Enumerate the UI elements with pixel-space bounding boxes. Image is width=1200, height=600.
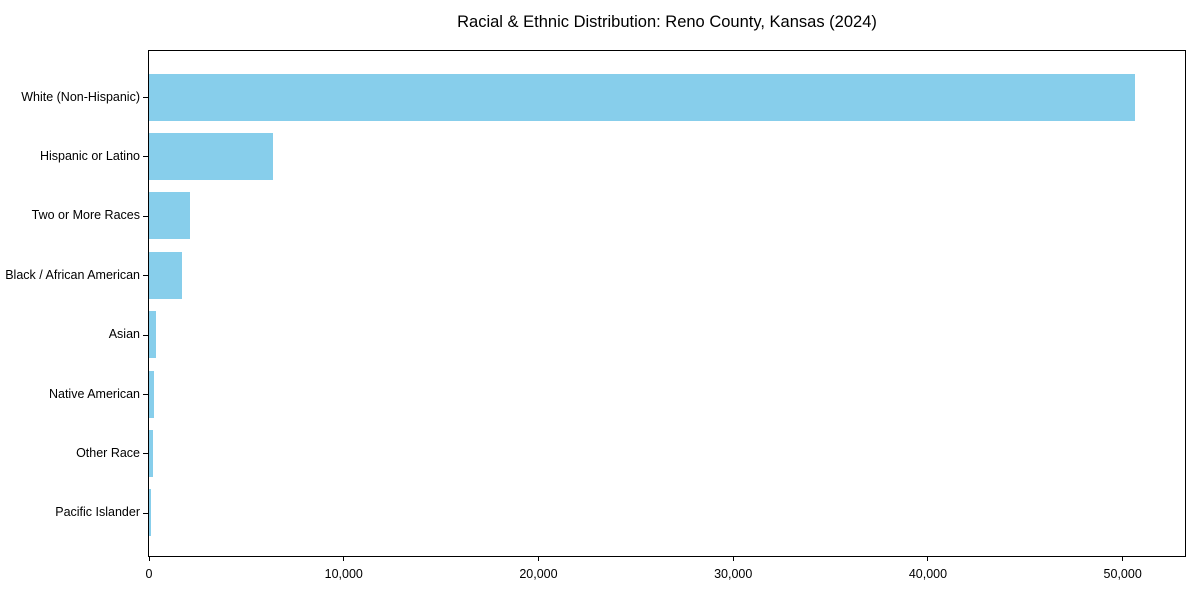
bar-other-race [149,429,153,477]
bar-white-non-hispanic [149,73,1136,121]
bar-two-or-more-races [149,192,190,240]
y-axis-label: Hispanic or Latino [39,148,140,163]
y-tick-mark [143,334,148,336]
y-axis-label: Asian [108,327,140,342]
x-tick-label: 20,000 [519,567,558,581]
y-axis-label: White (Non-Hispanic) [21,89,140,104]
y-tick-mark [143,512,148,514]
x-tick-label: 0 [145,567,153,581]
y-axis-label: Two or More Races [31,208,140,223]
y-tick-mark [143,156,148,158]
y-axis-label: Other Race [76,445,140,460]
bar-hispanic-or-latino [149,132,273,180]
y-tick-mark [143,275,148,277]
x-tick-label: 50,000 [1103,567,1142,581]
bar-pacific-islander [149,489,151,537]
x-tick-label: 40,000 [908,567,948,581]
x-tick-mark [343,557,345,561]
y-axis-label: Native American [48,386,140,401]
x-tick-mark [732,557,734,561]
chart-title: Racial & Ethnic Distribution: Reno Count… [457,13,877,31]
plot-area [148,50,1186,557]
x-tick-mark [537,557,539,561]
y-tick-mark [143,97,148,98]
x-tick-label: 30,000 [714,567,753,581]
bar-asian [149,311,156,359]
bar-native-american [149,370,154,418]
y-tick-mark [143,394,148,395]
y-tick-mark [143,215,148,217]
x-tick-label: 10,000 [324,567,363,581]
y-axis-label: Pacific Islander [55,505,140,520]
y-tick-mark [143,453,148,455]
x-tick-mark [148,557,150,561]
x-tick-mark [927,557,929,561]
x-tick-mark [1122,557,1124,561]
y-axis-label: Black / African American [5,267,140,282]
bar-black-african-american [149,251,182,299]
